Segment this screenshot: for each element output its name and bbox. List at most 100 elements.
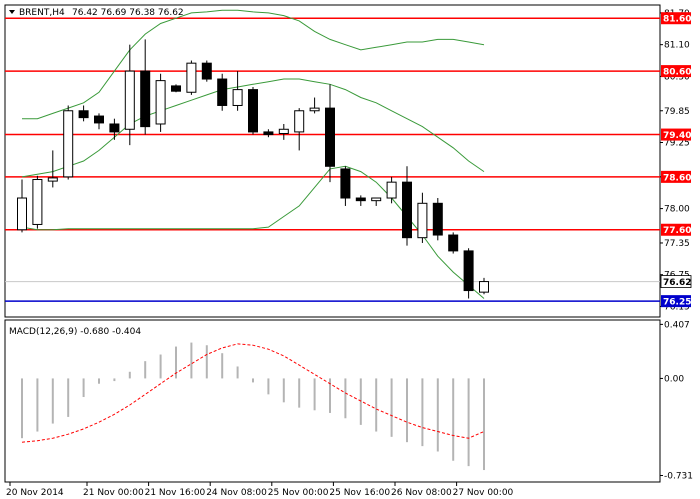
- ohlc-label: 76.42 76.69 76.38 76.62: [72, 8, 184, 18]
- x-tick-label: 27 Nov 00:00: [453, 488, 514, 498]
- candle[interactable]: [155, 73, 166, 132]
- candle[interactable]: [402, 166, 412, 246]
- support-level-label-text: 76.25: [663, 298, 691, 308]
- candle-body-bull: [155, 80, 166, 125]
- candle[interactable]: [47, 150, 58, 188]
- candle[interactable]: [371, 197, 382, 206]
- x-tick-label: 25 Nov 00:00: [268, 488, 329, 498]
- candle[interactable]: [78, 105, 89, 122]
- x-tick-label: 20 Nov 2014: [6, 488, 64, 498]
- candle-body-bull: [278, 128, 289, 135]
- y-tick-label: 77.35: [664, 239, 690, 249]
- candle[interactable]: [386, 176, 397, 204]
- price-level-label: 78.60: [661, 170, 691, 183]
- macd-signal-line: [21, 343, 485, 443]
- chart-header: BRENT,H4 76.42 76.69 76.38 76.62: [9, 8, 184, 18]
- x-tick-label: 21 Nov 16:00: [145, 488, 206, 498]
- candle-body-bull: [17, 197, 27, 231]
- macd-tick-label: 0.407: [664, 320, 690, 330]
- candle[interactable]: [248, 86, 258, 135]
- price-axis: 81.7081.1080.5079.8579.2578.6078.0077.35…: [660, 9, 691, 312]
- candle-body-bear: [355, 197, 366, 202]
- candle[interactable]: [417, 192, 428, 243]
- time-axis: 20 Nov 2014 21 Nov 00:00 21 Nov 16:00 24 No…: [6, 482, 514, 498]
- y-tick-label: 78.00: [664, 205, 690, 215]
- candles: [17, 39, 489, 299]
- candle-body-bear: [217, 78, 228, 106]
- candle[interactable]: [479, 277, 489, 295]
- candle-body-bull: [63, 110, 74, 178]
- dropdown-triangle-icon[interactable]: [9, 10, 15, 14]
- bb-upper-line: [22, 9, 485, 120]
- candle-body-bull: [479, 281, 489, 293]
- price-level-label-text: 77.60: [663, 226, 691, 236]
- macd-axis: 0.407 0.00 -0.731: [660, 320, 693, 481]
- price-level-label: 80.60: [661, 65, 691, 78]
- candle-body-bear: [78, 110, 89, 119]
- price-level-label-text: 81.60: [663, 15, 691, 25]
- candle[interactable]: [309, 97, 320, 114]
- price-level-label-text: 78.60: [663, 173, 691, 183]
- macd-signal-polyline: [21, 343, 485, 443]
- candle-body-bear: [402, 181, 412, 239]
- candle-body-bull: [309, 107, 320, 112]
- y-tick-label: 80.50: [664, 72, 690, 82]
- candle-body-bear: [463, 250, 474, 292]
- x-tick-label: 26 Nov 08:00: [391, 488, 452, 498]
- candle-body-bull: [417, 202, 428, 239]
- support-level-label: 76.25: [661, 295, 691, 308]
- candle[interactable]: [32, 175, 43, 229]
- candle[interactable]: [63, 105, 74, 180]
- bb-middle-line: [21, 78, 485, 178]
- macd-label: MACD(12,26,9) -0.680 -0.404: [9, 327, 141, 337]
- candle[interactable]: [263, 129, 274, 138]
- candle[interactable]: [463, 248, 474, 299]
- candle[interactable]: [325, 84, 335, 183]
- candle[interactable]: [17, 179, 27, 233]
- candle-body-bull: [232, 89, 243, 106]
- candle[interactable]: [294, 108, 305, 151]
- candle[interactable]: [448, 232, 459, 254]
- candle-body-bull: [32, 179, 43, 225]
- candle[interactable]: [355, 195, 366, 206]
- y-tick-label: 79.85: [664, 107, 690, 117]
- current-price-label: 76.62: [660, 275, 691, 288]
- x-tick-label: 21 Nov 00:00: [83, 488, 144, 498]
- price-level-label: 79.40: [661, 128, 691, 141]
- candle-body-bear: [448, 234, 459, 252]
- candle-body-bull: [294, 110, 305, 133]
- candle[interactable]: [432, 198, 443, 241]
- candle-body-bull: [371, 197, 382, 202]
- x-tick-label: 24 Nov 08:00: [206, 488, 267, 498]
- price-level-label-text: 79.40: [663, 131, 691, 141]
- candle-body-bear: [171, 85, 181, 92]
- candle-body-bull: [47, 177, 58, 182]
- candle-body-bear: [94, 115, 104, 124]
- candle-body-bull: [124, 70, 135, 130]
- symbol-label: BRENT,H4: [19, 8, 65, 18]
- candle-body-bear: [201, 62, 212, 80]
- macd-histogram: [21, 342, 485, 471]
- macd-tick-label: 0.00: [664, 374, 684, 384]
- y-tick-label: 79.25: [664, 138, 690, 148]
- current-price-text: 76.62: [663, 278, 691, 288]
- y-tick-label: 81.10: [664, 41, 690, 51]
- candle-body-bear: [325, 107, 335, 167]
- macd-plot-frame: [4, 319, 661, 483]
- y-tick-label: 76.15: [664, 302, 690, 312]
- candle[interactable]: [171, 84, 181, 93]
- candle-body-bear: [109, 123, 120, 133]
- candle[interactable]: [124, 44, 135, 146]
- x-tick-label: 25 Nov 16:00: [329, 488, 390, 498]
- candle[interactable]: [340, 166, 351, 206]
- candle[interactable]: [201, 60, 212, 82]
- candle[interactable]: [140, 39, 151, 135]
- candle[interactable]: [109, 118, 120, 140]
- candle[interactable]: [217, 73, 228, 111]
- candle[interactable]: [278, 123, 289, 140]
- candle[interactable]: [232, 71, 243, 111]
- candle[interactable]: [94, 113, 104, 130]
- macd-tick-label: -0.731: [664, 471, 693, 481]
- candle[interactable]: [186, 60, 197, 95]
